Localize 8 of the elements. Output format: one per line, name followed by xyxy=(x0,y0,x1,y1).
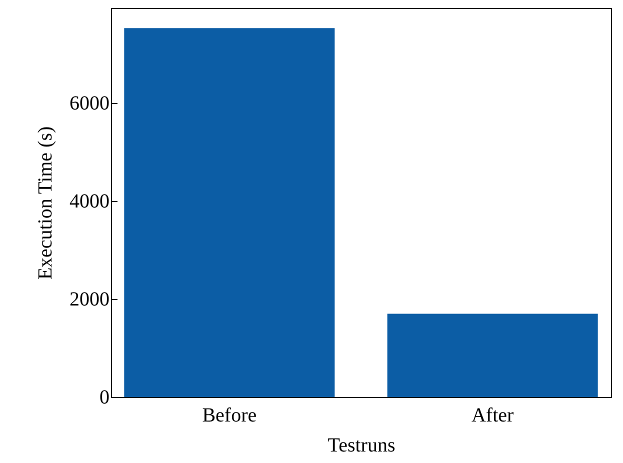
x-axis-title: Testruns xyxy=(328,434,396,456)
y-tick-label: 2000 xyxy=(70,288,110,311)
y-tick-label: 4000 xyxy=(70,190,110,213)
y-tick-label: 0 xyxy=(100,386,110,408)
x-tick-label: Before xyxy=(202,404,257,426)
y-axis-title: Execution Time (s) xyxy=(34,126,56,280)
x-tick-label: After xyxy=(471,404,514,426)
y-tick-label: 6000 xyxy=(70,92,110,115)
